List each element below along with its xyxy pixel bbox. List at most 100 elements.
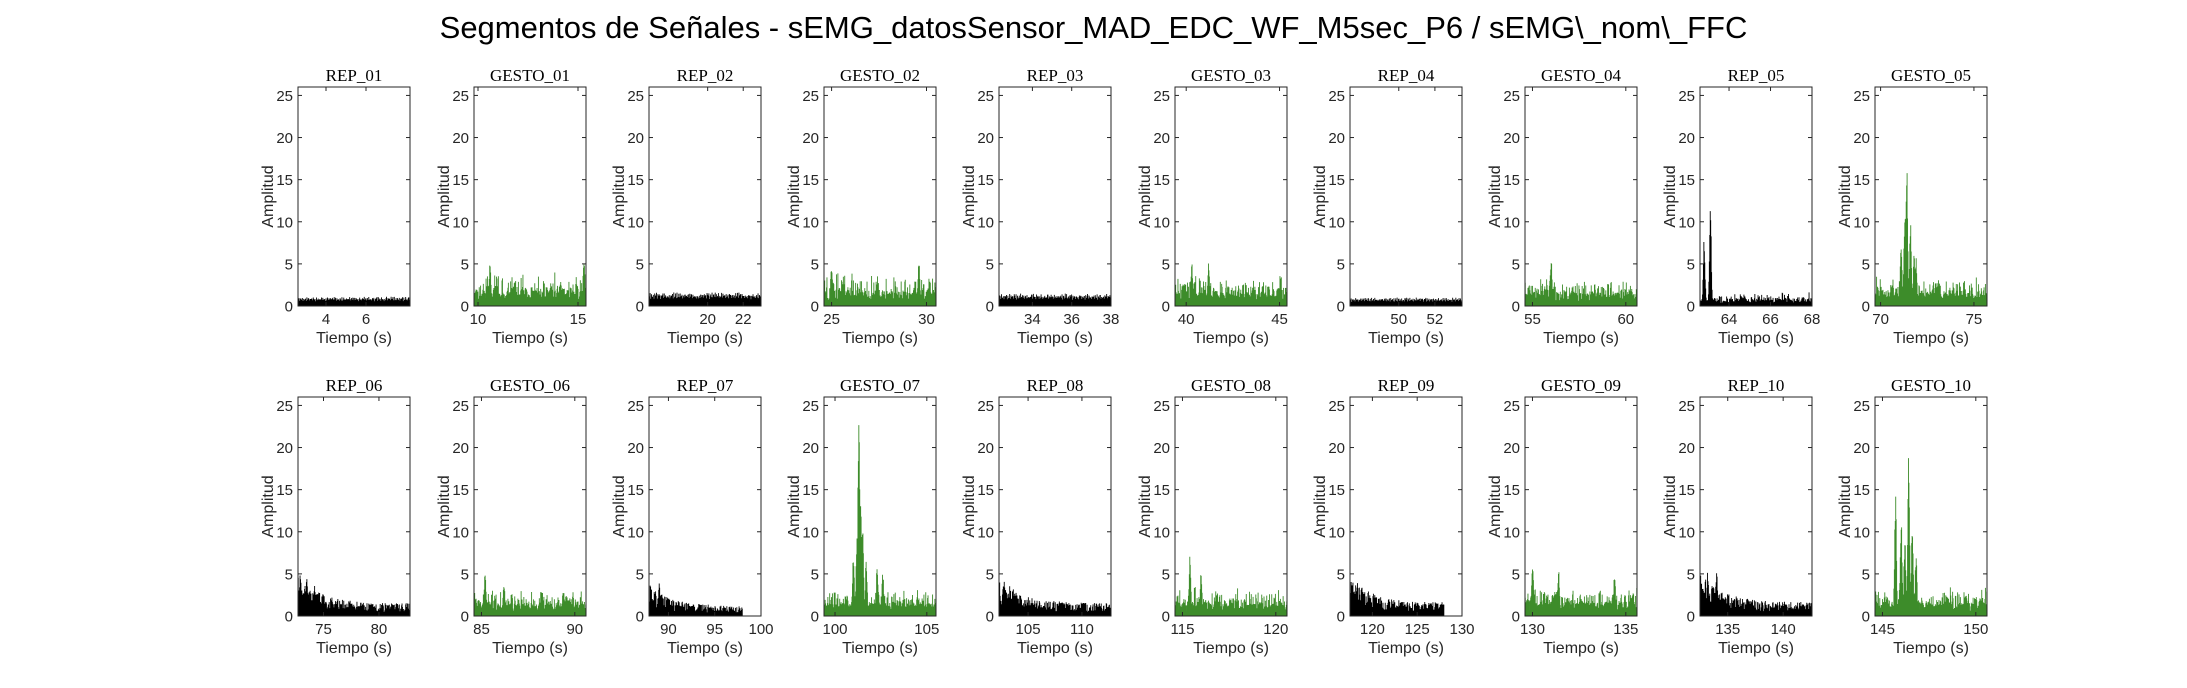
figure-title: Segmentos de Señales - sEMG_datosSensor_… bbox=[439, 10, 1748, 45]
signal-trace bbox=[473, 575, 587, 616]
axes-box bbox=[473, 396, 587, 617]
y-tick-label: 0 bbox=[1162, 609, 1170, 626]
subplot-title: GESTO_07 bbox=[840, 376, 920, 395]
x-tick-label: 125 bbox=[1405, 621, 1430, 638]
y-tick-label: 10 bbox=[1153, 214, 1170, 231]
signal-trace bbox=[998, 581, 1112, 616]
signal-trace bbox=[648, 292, 762, 306]
subplot-title: REP_03 bbox=[1027, 66, 1084, 85]
y-axis-label: Amplitud bbox=[260, 165, 277, 227]
subplot-gesto-09: 0 5 10 15 20 25 130 135 Tiempo (s) Amplitud GESTO_… bbox=[1487, 376, 1638, 657]
y-tick-label: 25 bbox=[276, 398, 293, 415]
x-tick-label: 20 bbox=[699, 311, 716, 328]
x-axis-label: Tiempo (s) bbox=[1368, 330, 1444, 347]
subplot-title: GESTO_10 bbox=[1891, 376, 1971, 395]
y-tick-label: 5 bbox=[811, 566, 819, 583]
y-tick-label: 15 bbox=[452, 172, 469, 189]
y-tick-label: 20 bbox=[1503, 130, 1520, 147]
x-axis-label: Tiempo (s) bbox=[1718, 640, 1794, 657]
y-tick-label: 10 bbox=[802, 524, 819, 541]
y-axis-label: Amplitud bbox=[260, 475, 277, 537]
y-axis-label: Amplitud bbox=[786, 165, 803, 227]
signal-trace bbox=[473, 263, 587, 306]
x-tick-label: 90 bbox=[660, 621, 677, 638]
y-tick-label: 5 bbox=[1862, 566, 1870, 583]
subplot-gesto-07: 0 5 10 15 20 25 100 105 Tiempo (s) Amplitud GESTO_… bbox=[786, 376, 939, 657]
y-tick-label: 25 bbox=[802, 88, 819, 105]
y-tick-label: 20 bbox=[1328, 130, 1345, 147]
x-axis-label: Tiempo (s) bbox=[1193, 330, 1269, 347]
y-tick-label: 25 bbox=[1328, 88, 1345, 105]
subplot-gesto-08: 0 5 10 15 20 25 115 120 Tiempo (s) Amplitud GESTO_… bbox=[1137, 376, 1288, 657]
y-tick-label: 15 bbox=[627, 482, 644, 499]
y-tick-label: 10 bbox=[1853, 524, 1870, 541]
y-tick-label: 0 bbox=[285, 299, 293, 316]
x-tick-label: 110 bbox=[1070, 621, 1094, 638]
y-tick-label: 20 bbox=[1503, 440, 1520, 457]
signal-trace bbox=[1699, 572, 1813, 616]
y-tick-label: 5 bbox=[461, 256, 469, 273]
subplot-title: REP_07 bbox=[677, 376, 734, 395]
subplot-title: GESTO_08 bbox=[1191, 376, 1271, 395]
y-tick-label: 15 bbox=[1153, 482, 1170, 499]
y-tick-label: 5 bbox=[1162, 566, 1170, 583]
x-tick-label: 34 bbox=[1024, 311, 1041, 328]
y-axis-label: Amplitud bbox=[611, 475, 628, 537]
subplot-rep-05: 0 5 10 15 20 25 64 66 68 Tiempo (s) Amplitud REP_05 bbox=[1662, 66, 1820, 347]
subplot-gesto-10: 0 5 10 15 20 25 145 150 Tiempo (s) Amplitud GESTO_… bbox=[1837, 376, 1988, 657]
x-tick-label: 55 bbox=[1524, 311, 1541, 328]
y-tick-label: 15 bbox=[1328, 172, 1345, 189]
y-tick-label: 15 bbox=[1678, 172, 1695, 189]
y-tick-label: 0 bbox=[986, 299, 994, 316]
subplot-gesto-05: 0 5 10 15 20 25 70 75 Tiempo (s) Amplitud GESTO_05 bbox=[1837, 66, 1988, 347]
y-tick-label: 20 bbox=[1153, 440, 1170, 457]
y-tick-label: 20 bbox=[452, 130, 469, 147]
x-tick-label: 130 bbox=[1449, 621, 1474, 638]
y-axis-label: Amplitud bbox=[961, 475, 978, 537]
y-tick-label: 5 bbox=[461, 566, 469, 583]
y-tick-label: 0 bbox=[636, 299, 644, 316]
x-tick-label: 22 bbox=[735, 311, 752, 328]
x-tick-label: 120 bbox=[1360, 621, 1385, 638]
y-tick-label: 15 bbox=[276, 482, 293, 499]
axes-box bbox=[823, 86, 937, 307]
y-tick-label: 20 bbox=[627, 440, 644, 457]
subplot-title: GESTO_05 bbox=[1891, 66, 1971, 85]
y-tick-label: 5 bbox=[1337, 256, 1345, 273]
subplot-rep-03: 0 5 10 15 20 25 34 36 38 Tiempo (s) Amplitud REP_03 bbox=[961, 66, 1119, 347]
y-tick-label: 20 bbox=[276, 440, 293, 457]
y-tick-label: 10 bbox=[1503, 214, 1520, 231]
y-tick-label: 25 bbox=[1678, 398, 1695, 415]
subplot-rep-09: 0 5 10 15 20 25 120 125 130 Tiempo (s) Amplitud REP… bbox=[1312, 376, 1475, 657]
y-axis-label: Amplitud bbox=[436, 475, 453, 537]
subplot-title: REP_04 bbox=[1378, 66, 1435, 85]
x-axis-label: Tiempo (s) bbox=[667, 640, 743, 657]
x-axis-label: Tiempo (s) bbox=[1718, 330, 1794, 347]
x-axis-label: Tiempo (s) bbox=[492, 640, 568, 657]
y-tick-label: 0 bbox=[461, 299, 469, 316]
y-axis-label: Amplitud bbox=[961, 165, 978, 227]
y-tick-label: 10 bbox=[977, 214, 994, 231]
y-tick-label: 25 bbox=[276, 88, 293, 105]
subplot-title: GESTO_09 bbox=[1541, 376, 1621, 395]
subplot-rep-08: 0 5 10 15 20 25 105 110 Tiempo (s) Amplitud REP_08 bbox=[961, 376, 1112, 657]
x-tick-label: 145 bbox=[1870, 621, 1895, 638]
y-tick-label: 0 bbox=[1337, 609, 1345, 626]
y-tick-label: 25 bbox=[1153, 88, 1170, 105]
axes-box bbox=[648, 86, 762, 307]
y-tick-label: 20 bbox=[977, 440, 994, 457]
x-axis-label: Tiempo (s) bbox=[667, 330, 743, 347]
signal-trace bbox=[823, 265, 937, 306]
y-tick-label: 25 bbox=[1328, 398, 1345, 415]
x-tick-label: 38 bbox=[1103, 311, 1120, 328]
y-tick-label: 5 bbox=[986, 566, 994, 583]
y-tick-label: 15 bbox=[627, 172, 644, 189]
y-axis-label: Amplitud bbox=[786, 475, 803, 537]
y-tick-label: 20 bbox=[452, 440, 469, 457]
x-axis-label: Tiempo (s) bbox=[842, 640, 918, 657]
x-tick-label: 75 bbox=[1966, 311, 1983, 328]
y-tick-label: 0 bbox=[1862, 299, 1870, 316]
y-tick-label: 10 bbox=[452, 524, 469, 541]
subplot-title: REP_02 bbox=[677, 66, 734, 85]
y-tick-label: 20 bbox=[1678, 130, 1695, 147]
